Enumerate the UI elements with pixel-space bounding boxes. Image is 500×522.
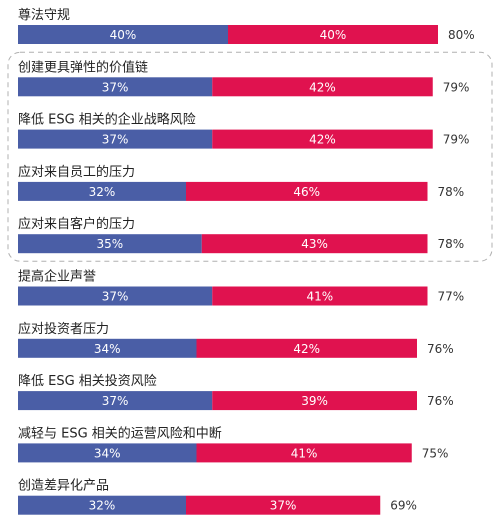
bar-segment-series-2 xyxy=(186,495,381,515)
bar-segment-series-1 xyxy=(18,129,213,149)
category-label: 提高企业声誉 xyxy=(18,269,96,285)
total-label: 76% xyxy=(427,342,454,356)
bar-segment-series-1 xyxy=(18,495,186,515)
bar-segment-series-2 xyxy=(212,391,417,411)
data-label-series-1: 34% xyxy=(94,342,121,356)
data-label-series-1: 35% xyxy=(97,237,124,251)
total-label: 76% xyxy=(427,394,454,408)
data-label-series-1: 40% xyxy=(110,28,137,42)
category-label: 应对来自员工的压力 xyxy=(18,164,135,180)
bar-segment-series-2 xyxy=(201,234,428,254)
data-label-series-2: 43% xyxy=(301,237,328,251)
bar-segment-series-1 xyxy=(18,338,197,358)
data-label-series-2: 39% xyxy=(301,394,328,408)
bar-segment-series-2 xyxy=(228,25,438,44)
data-label-series-1: 37% xyxy=(102,133,129,147)
total-label: 77% xyxy=(438,290,465,304)
total-label: 78% xyxy=(438,185,465,199)
bar-segment-series-2 xyxy=(196,443,412,463)
data-label-series-1: 34% xyxy=(94,446,121,460)
category-label: 创造差异化产品 xyxy=(18,479,109,494)
total-label: 75% xyxy=(422,446,449,460)
data-label-series-2: 41% xyxy=(307,290,334,304)
bar-segment-series-1 xyxy=(18,234,202,254)
total-label: 78% xyxy=(438,237,465,251)
bar-segment-series-2 xyxy=(212,77,433,97)
total-label: 79% xyxy=(443,133,470,147)
bar-segment-series-1 xyxy=(18,443,197,463)
bar-segment-series-2 xyxy=(212,129,433,149)
bar-segment-series-2 xyxy=(186,181,428,201)
bar-segment-series-1 xyxy=(18,286,213,306)
data-label-series-2: 40% xyxy=(320,28,347,42)
category-label: 尊法守规 xyxy=(18,7,70,23)
category-label: 应对来自客户的压力 xyxy=(18,216,135,232)
data-label-series-2: 42% xyxy=(293,342,320,356)
bar-segment-series-1 xyxy=(18,391,213,411)
category-label: 应对投资者压力 xyxy=(18,321,109,337)
highlight-group-box xyxy=(7,51,493,262)
data-label-series-1: 32% xyxy=(89,499,116,513)
category-label: 创建更具弹性的价值链 xyxy=(18,59,148,75)
category-label: 减轻与 ESG 相关的运营风险和中断 xyxy=(18,425,222,441)
data-label-series-2: 42% xyxy=(309,133,336,147)
total-label: 80% xyxy=(448,28,475,42)
data-label-series-2: 37% xyxy=(270,499,297,513)
bar-segment-series-1 xyxy=(18,25,228,44)
data-label-series-1: 37% xyxy=(102,80,129,94)
bar-segment-series-1 xyxy=(18,181,186,201)
bar-segment-series-2 xyxy=(212,286,428,306)
data-label-series-1: 37% xyxy=(102,290,129,304)
total-label: 69% xyxy=(390,499,417,513)
data-label-series-2: 42% xyxy=(309,80,336,94)
bar-segment-series-1 xyxy=(18,77,213,97)
bar-segment-series-2 xyxy=(196,338,417,358)
data-label-series-1: 32% xyxy=(89,185,116,199)
category-label: 降低 ESG 相关投资风险 xyxy=(18,373,157,389)
total-label: 79% xyxy=(443,80,470,94)
category-label: 降低 ESG 相关的企业战略风险 xyxy=(18,112,196,128)
data-label-series-2: 41% xyxy=(291,446,318,460)
data-label-series-1: 37% xyxy=(102,394,129,408)
data-label-series-2: 46% xyxy=(293,185,320,199)
